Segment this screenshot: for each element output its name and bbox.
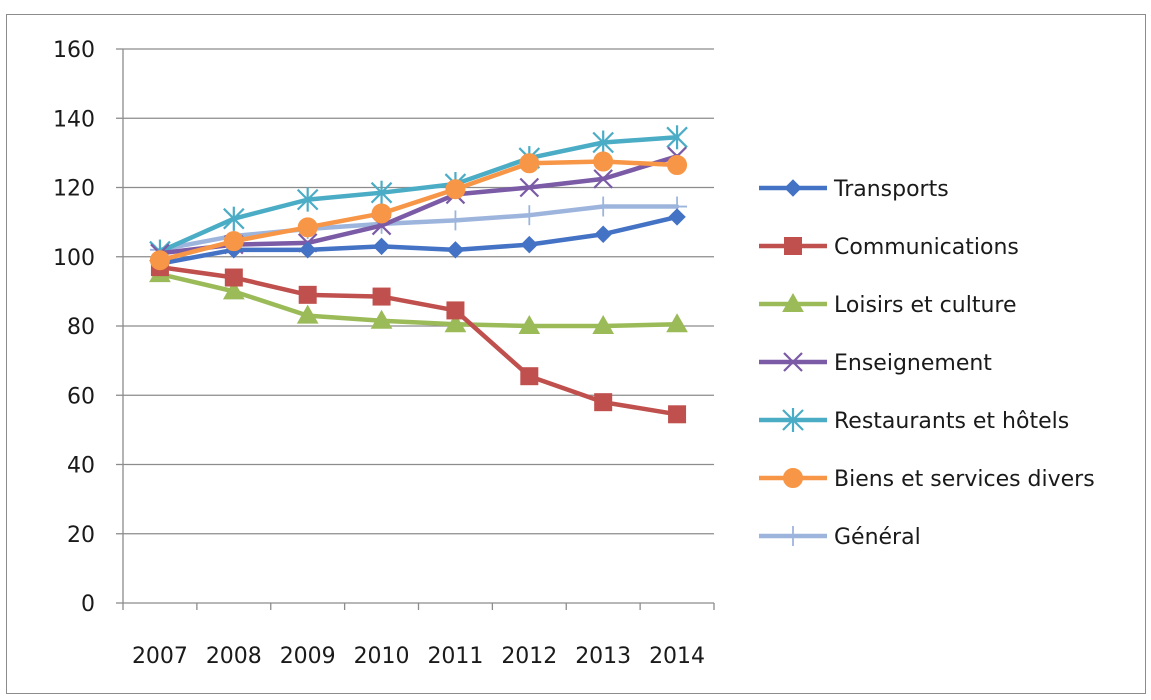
data-point <box>593 151 614 172</box>
data-point <box>371 203 392 224</box>
legend-swatch-marker <box>784 179 802 197</box>
legend-label: Restaurants et hôtels <box>834 409 1069 434</box>
data-point <box>594 225 612 243</box>
axes: 0 20 40 60 80 100 120 140 160 2007 2008 2009 2010 201… <box>53 38 715 669</box>
data-point <box>519 205 540 226</box>
y-tick-label: 120 <box>53 177 95 202</box>
grid-lines <box>123 48 714 535</box>
data-point <box>666 313 688 333</box>
data-point <box>593 169 613 189</box>
legend-label: Transports <box>833 177 949 202</box>
x-tick-label: 2007 <box>132 644 188 669</box>
data-point <box>519 153 540 174</box>
series-layer <box>149 125 688 424</box>
series-line <box>157 264 680 417</box>
y-tick-label: 40 <box>67 454 95 479</box>
legend-label: Général <box>834 525 921 550</box>
data-point <box>520 367 539 386</box>
series-line <box>157 271 680 329</box>
legend-item: Communications <box>759 235 1019 260</box>
chart-frame <box>6 14 1146 694</box>
legend-item: Enseignement <box>759 351 992 376</box>
data-point <box>445 179 466 200</box>
legend-label: Enseignement <box>834 351 992 376</box>
data-point <box>518 314 541 334</box>
y-tick-label: 60 <box>67 384 95 409</box>
series-line <box>157 159 680 263</box>
data-point <box>297 217 318 238</box>
data-point <box>446 301 465 320</box>
y-tick-label: 20 <box>67 523 95 548</box>
legend-item: Loisirs et culture <box>759 292 1017 318</box>
y-tick-label: 100 <box>53 246 95 271</box>
data-point <box>446 241 465 259</box>
data-point <box>667 154 688 175</box>
legend-item: Biens et services divers <box>759 467 1095 492</box>
data-point <box>593 196 614 217</box>
series-line <box>157 135 680 254</box>
legend-item: Transports <box>759 177 949 202</box>
x-tick-label: 2010 <box>354 644 410 669</box>
legend-label: Communications <box>834 235 1019 260</box>
legend-swatch-marker <box>782 408 804 432</box>
legend-label: Loisirs et culture <box>834 293 1017 318</box>
data-point <box>222 280 245 300</box>
x-tick-label: 2013 <box>575 644 631 669</box>
y-tick-label: 0 <box>81 592 95 617</box>
data-point <box>298 241 317 259</box>
data-point <box>370 180 393 205</box>
legend-swatch-marker <box>783 352 803 372</box>
x-tick-label: 2014 <box>649 644 705 669</box>
series-line <box>157 154 680 256</box>
data-point <box>668 405 687 424</box>
series-line <box>157 214 680 266</box>
data-point <box>592 130 614 155</box>
y-tick-label: 140 <box>53 107 95 132</box>
y-tick-label: 80 <box>67 315 95 340</box>
y-tick-label: 160 <box>53 38 95 63</box>
data-point <box>223 206 245 231</box>
series-biens-et-services-divers <box>149 151 688 271</box>
x-tick-label: 2008 <box>206 644 262 669</box>
series-line <box>157 204 680 253</box>
data-point <box>592 314 615 334</box>
legend-swatch-marker <box>784 237 802 255</box>
data-point <box>445 210 466 231</box>
legend-item: Général <box>759 525 921 550</box>
data-point <box>520 235 539 254</box>
x-tick-label: 2009 <box>280 644 336 669</box>
legend-swatch-marker <box>783 468 803 488</box>
data-point <box>594 393 613 412</box>
data-point <box>296 304 319 324</box>
series-communications <box>150 258 687 424</box>
data-point <box>370 309 393 329</box>
data-point <box>372 237 391 256</box>
x-tick-label: 2011 <box>427 644 483 669</box>
data-point <box>224 268 243 287</box>
data-point <box>668 208 686 226</box>
data-point <box>149 250 170 271</box>
legend-swatch-marker <box>783 526 803 546</box>
data-point <box>372 287 391 306</box>
data-point <box>296 187 319 212</box>
data-point <box>666 125 688 150</box>
legend-item: Restaurants et hôtels <box>759 408 1069 434</box>
data-point <box>223 231 244 252</box>
data-point <box>298 285 317 304</box>
legend-swatch-marker <box>782 292 804 312</box>
legend-label: Biens et services divers <box>834 467 1095 492</box>
data-point <box>444 313 467 333</box>
data-point <box>519 177 540 198</box>
x-tick-label: 2012 <box>501 644 557 669</box>
legend: Transports Communications Loisirs et cultu… <box>759 177 1095 550</box>
